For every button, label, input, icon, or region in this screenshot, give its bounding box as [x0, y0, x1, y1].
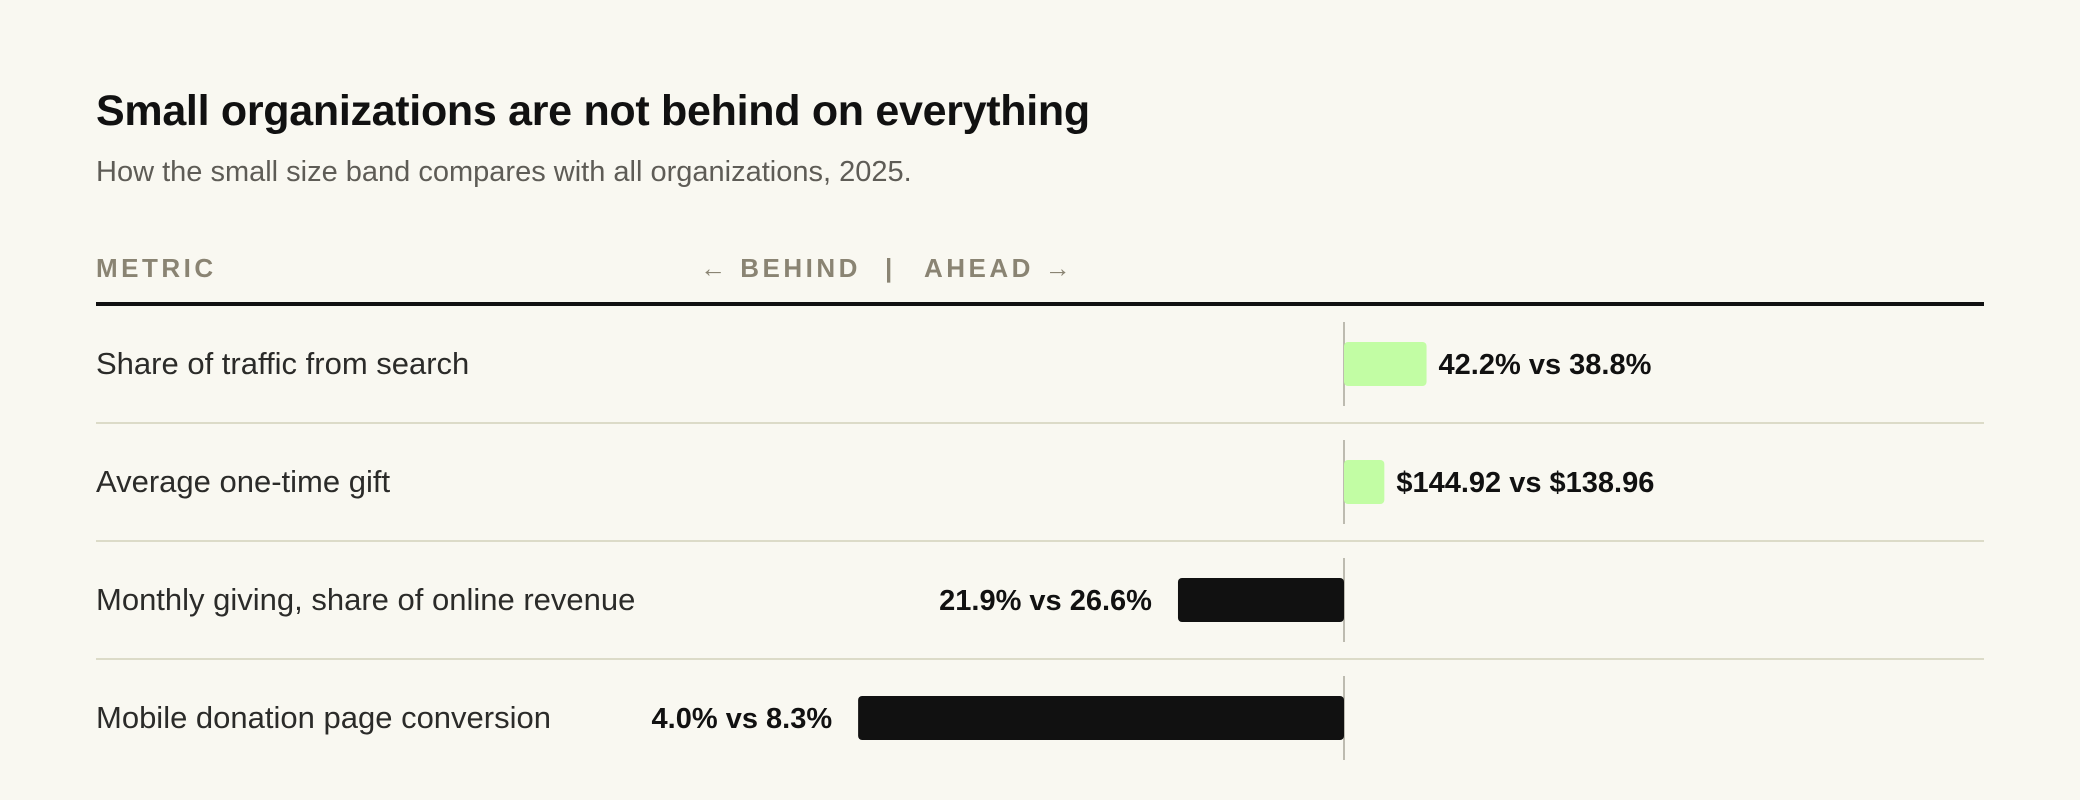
behind-direction-label: ← BEHIND	[700, 253, 861, 283]
metric-column-header: METRIC	[96, 253, 217, 283]
bar-ahead	[1344, 342, 1427, 386]
row-label-mobile-conversion: Mobile donation page conversion	[96, 700, 551, 735]
bar-ahead	[1344, 460, 1385, 504]
header-rule	[96, 302, 1984, 306]
row-divider	[96, 658, 1984, 660]
chart-title: Small organizations are not behind on ev…	[96, 87, 1090, 135]
bar-behind	[858, 696, 1344, 740]
bar-value-label: 42.2% vs 38.8%	[1439, 349, 1652, 381]
row-label-one-time-gift: Average one-time gift	[96, 464, 391, 499]
chart-subtitle: How the small size band compares with al…	[96, 156, 912, 188]
bar-value-label: 21.9% vs 26.6%	[939, 585, 1152, 617]
row-label-search-traffic: Share of traffic from search	[96, 346, 470, 381]
row-label-monthly-giving: Monthly giving, share of online revenue	[96, 582, 636, 617]
bar-value-label: 4.0% vs 8.3%	[652, 703, 833, 735]
bar-value-label: $144.92 vs $138.96	[1396, 467, 1654, 499]
direction-separator: |	[885, 253, 893, 283]
bar-behind	[1177, 578, 1344, 622]
ahead-direction-label: AHEAD →	[924, 253, 1075, 283]
row-divider	[96, 540, 1984, 542]
row-divider	[96, 422, 1984, 424]
